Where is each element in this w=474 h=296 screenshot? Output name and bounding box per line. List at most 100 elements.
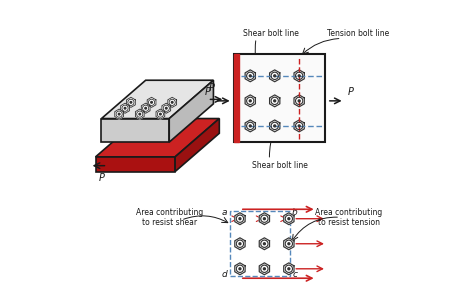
Circle shape <box>249 125 251 127</box>
Circle shape <box>271 97 278 104</box>
Circle shape <box>237 215 244 222</box>
Circle shape <box>271 72 278 79</box>
Circle shape <box>246 122 254 130</box>
Polygon shape <box>245 120 255 132</box>
Circle shape <box>288 218 290 220</box>
Circle shape <box>246 72 254 79</box>
Polygon shape <box>245 95 255 107</box>
Circle shape <box>298 125 300 127</box>
Circle shape <box>169 99 175 105</box>
Text: Tension bolt line: Tension bolt line <box>327 28 389 38</box>
Polygon shape <box>270 95 280 107</box>
Circle shape <box>271 122 278 130</box>
Polygon shape <box>175 118 219 172</box>
Text: d: d <box>221 270 227 279</box>
Polygon shape <box>147 97 156 107</box>
Circle shape <box>295 122 303 130</box>
Polygon shape <box>101 80 213 118</box>
Circle shape <box>172 102 173 103</box>
Polygon shape <box>162 103 171 113</box>
Polygon shape <box>259 213 270 225</box>
Circle shape <box>237 265 244 272</box>
Bar <box>229 211 290 276</box>
Bar <box>234 54 325 142</box>
Circle shape <box>274 100 276 102</box>
Circle shape <box>239 243 241 245</box>
Bar <box>234 54 239 142</box>
Polygon shape <box>294 95 304 107</box>
Polygon shape <box>235 263 245 275</box>
Circle shape <box>295 72 303 79</box>
Circle shape <box>145 107 146 109</box>
Text: P: P <box>209 83 215 94</box>
Circle shape <box>151 102 152 103</box>
Circle shape <box>137 111 143 117</box>
Polygon shape <box>127 97 135 107</box>
Circle shape <box>261 265 268 272</box>
Text: P: P <box>205 87 210 97</box>
Circle shape <box>148 99 155 105</box>
Circle shape <box>274 75 276 77</box>
Polygon shape <box>284 213 294 225</box>
Circle shape <box>264 243 265 245</box>
Polygon shape <box>169 80 213 142</box>
Text: a: a <box>222 208 227 217</box>
Polygon shape <box>101 118 169 142</box>
Circle shape <box>163 105 169 111</box>
Text: Shear bolt line: Shear bolt line <box>252 161 308 170</box>
Circle shape <box>249 75 251 77</box>
Polygon shape <box>156 109 165 119</box>
Polygon shape <box>259 238 270 250</box>
Circle shape <box>160 113 161 115</box>
Polygon shape <box>284 263 294 275</box>
Polygon shape <box>294 70 304 82</box>
Polygon shape <box>96 118 219 157</box>
Circle shape <box>139 113 141 115</box>
Text: c: c <box>292 270 297 279</box>
Circle shape <box>237 240 244 247</box>
Circle shape <box>261 240 268 247</box>
Circle shape <box>130 102 132 103</box>
Circle shape <box>128 99 134 105</box>
Circle shape <box>288 243 290 245</box>
Polygon shape <box>235 213 245 225</box>
Text: P: P <box>347 87 353 97</box>
Polygon shape <box>259 263 270 275</box>
Circle shape <box>157 111 164 117</box>
Circle shape <box>285 215 292 222</box>
Polygon shape <box>141 103 150 113</box>
Circle shape <box>116 111 122 117</box>
Text: Shear bolt line: Shear bolt line <box>243 28 299 38</box>
Polygon shape <box>121 103 129 113</box>
Polygon shape <box>245 70 255 82</box>
Polygon shape <box>96 157 175 172</box>
Circle shape <box>264 268 265 270</box>
Polygon shape <box>136 109 144 119</box>
Circle shape <box>239 268 241 270</box>
Circle shape <box>239 218 241 220</box>
Polygon shape <box>168 97 176 107</box>
Text: Area contributing
to resist shear: Area contributing to resist shear <box>136 207 203 227</box>
Circle shape <box>118 113 120 115</box>
Circle shape <box>122 105 128 111</box>
Circle shape <box>298 100 300 102</box>
Circle shape <box>143 105 149 111</box>
Circle shape <box>298 75 300 77</box>
Circle shape <box>288 268 290 270</box>
Circle shape <box>295 97 303 104</box>
Circle shape <box>249 100 251 102</box>
Circle shape <box>285 265 292 272</box>
Polygon shape <box>284 238 294 250</box>
Polygon shape <box>270 120 280 132</box>
Circle shape <box>274 125 276 127</box>
Circle shape <box>264 218 265 220</box>
Polygon shape <box>270 70 280 82</box>
Circle shape <box>124 107 126 109</box>
Circle shape <box>261 215 268 222</box>
Circle shape <box>246 97 254 104</box>
Text: b: b <box>292 208 298 217</box>
Polygon shape <box>235 238 245 250</box>
Text: Area contributing
to resist tension: Area contributing to resist tension <box>315 207 383 227</box>
Text: P: P <box>99 173 104 183</box>
Circle shape <box>165 107 167 109</box>
